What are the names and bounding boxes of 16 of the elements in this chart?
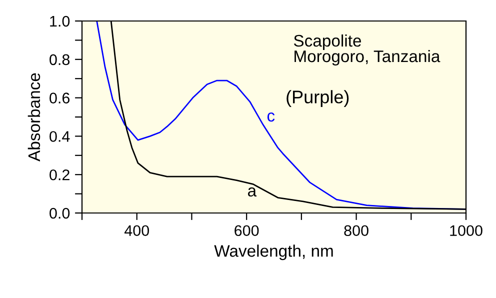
- series-label: a: [248, 187, 257, 197]
- x-axis-title: Wavelength, nm: [214, 244, 333, 260]
- y-tick-label: 0.6: [50, 92, 70, 104]
- y-tick-label: 0.2: [50, 169, 70, 180]
- text: 0.0: [50, 208, 70, 219]
- x-tick-label: 800: [344, 225, 368, 236]
- x-tick-label: 600: [234, 225, 259, 236]
- annotation: Scapolite Morogoro, Tanzania: [294, 34, 440, 66]
- y-tick-label: 0.8: [50, 54, 70, 66]
- y-axis-title: Absorbance: [28, 73, 40, 162]
- series-label: c: [267, 112, 275, 122]
- x-tick-label: 400: [124, 225, 150, 236]
- annotation: (Purple): [286, 90, 349, 107]
- x-tick-label: 1000: [450, 225, 482, 236]
- y-tick-label: 1.0: [50, 16, 70, 27]
- y-tick-label: 0.4: [50, 131, 70, 142]
